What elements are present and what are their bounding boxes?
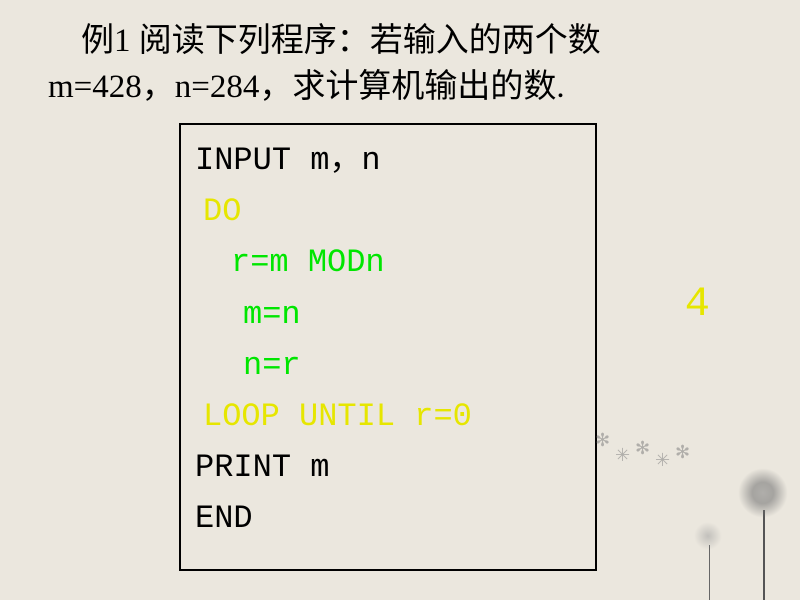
code-line-end: END	[195, 493, 581, 544]
dandelion-head-small	[694, 522, 722, 550]
code-line-loop: LOOP UNTIL r=0	[195, 391, 581, 442]
code-line-print: PRINT m	[195, 442, 581, 493]
seed-icon: ✻	[635, 438, 650, 459]
code-line-nr: n=r	[195, 340, 581, 391]
question-text: 例1 阅读下列程序：若输入的两个数 m=428，n=284，求计算机输出的数.	[48, 18, 780, 110]
code-line-mod: r=m MODn	[195, 237, 581, 288]
seed-icon: ✻	[595, 430, 610, 451]
code-box: INPUT m，n DO r=m MODn m=n n=r LOOP UNTIL…	[179, 123, 597, 571]
code-line-input: INPUT m，n	[195, 135, 581, 186]
question-line-2: m=428，n=284，求计算机输出的数.	[48, 64, 780, 110]
dandelion-stem-small	[709, 545, 710, 600]
question-line-1: 例1 阅读下列程序：若输入的两个数	[48, 18, 780, 64]
seed-icon: ✳	[615, 445, 630, 466]
code-line-do: DO	[195, 186, 581, 237]
seed-icon: ✻	[675, 442, 690, 463]
dandelion-head	[738, 468, 788, 518]
code-line-mn: m=n	[195, 289, 581, 340]
answer-value: 4	[685, 280, 710, 328]
seed-icon: ✳	[655, 450, 670, 471]
dandelion-stem	[763, 510, 765, 600]
